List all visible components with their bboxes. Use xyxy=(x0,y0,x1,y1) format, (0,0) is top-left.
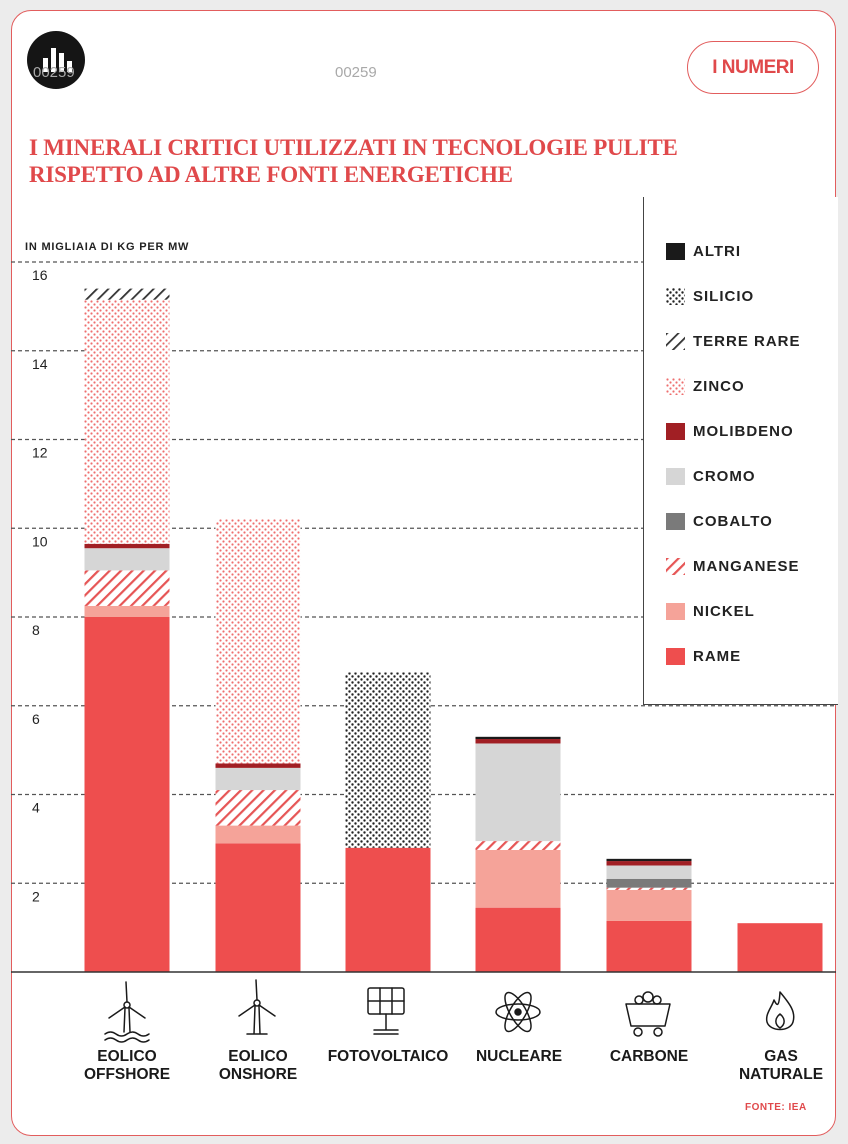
y-tick-label: 2 xyxy=(32,888,40,904)
bar-segment-cromo xyxy=(215,767,301,791)
watermark-left: 00259 xyxy=(33,64,75,81)
legend-swatch-altri xyxy=(666,242,685,260)
y-tick-label: 4 xyxy=(32,800,40,816)
bar-segment-manganese xyxy=(215,790,301,826)
coal-cart-icon xyxy=(625,991,671,1037)
legend-swatch-zinco xyxy=(666,377,685,395)
bar-segment-altri xyxy=(475,736,561,740)
bar-segment-cromo xyxy=(84,548,170,571)
legend-item-silicio: SILICIO xyxy=(666,286,754,306)
legend-swatch-rame xyxy=(666,647,685,665)
bar-segment-molibdeno xyxy=(475,739,561,744)
bar-segment-rame xyxy=(475,907,561,972)
i-numeri-badge[interactable]: I NUMERI xyxy=(687,41,819,94)
category-label-gas-naturale: GAS NATURALE xyxy=(738,1048,824,1083)
flame-icon xyxy=(765,991,795,1031)
bar-segment-cromo xyxy=(606,865,692,879)
legend-swatch-cromo xyxy=(666,467,685,485)
bar-segment-nickel xyxy=(606,889,692,921)
bar-segment-rame xyxy=(606,920,692,972)
y-tick-label: 6 xyxy=(32,711,40,727)
legend-item-manganese: MANGANESE xyxy=(666,556,800,576)
bar-segment-molibdeno xyxy=(84,543,170,549)
y-tick-label: 12 xyxy=(32,445,48,461)
legend-swatch-terre-rare xyxy=(666,332,685,350)
atom-icon xyxy=(495,991,541,1033)
watermark-center: 00259 xyxy=(335,64,377,81)
legend-item-altri: ALTRI xyxy=(666,241,741,261)
bar-segment-rame xyxy=(215,843,301,972)
legend-item-cobalto: COBALTO xyxy=(666,511,773,531)
legend-swatch-nickel xyxy=(666,602,685,620)
category-label-eolico-onshore: EOLICO ONSHORE xyxy=(218,1048,298,1083)
bar-segment-silicio xyxy=(345,672,431,848)
bar-segment-zinco xyxy=(84,299,170,544)
legend-swatch-silicio xyxy=(666,287,685,305)
bar-segment-nickel xyxy=(84,605,170,617)
category-label-nucleare: NUCLEARE xyxy=(475,1048,563,1065)
legend-item-cromo: CROMO xyxy=(666,466,756,486)
chart-title: I MINERALI CRITICI UTILIZZATI IN TECNOLO… xyxy=(29,135,678,187)
legend-item-nickel: NICKEL xyxy=(666,601,755,621)
bar-segment-cromo xyxy=(475,743,561,842)
y-tick-label: 8 xyxy=(32,622,40,638)
bar-segment-molibdeno xyxy=(215,763,301,768)
category-label-carbone: CARBONE xyxy=(609,1048,689,1065)
bar-segment-manganese xyxy=(475,841,561,850)
legend-swatch-manganese xyxy=(666,557,685,575)
bar-segment-molibdeno xyxy=(606,861,692,866)
bar-segment-zinco xyxy=(215,519,301,764)
bar-segment-manganese xyxy=(84,570,170,606)
category-label-fotovoltaico: FOTOVOLTAICO xyxy=(327,1048,449,1065)
bar-segment-altri xyxy=(606,858,692,862)
bar-segment-rame xyxy=(737,923,823,972)
source-note: FONTE: IEA xyxy=(745,1102,807,1113)
legend-swatch-cobalto xyxy=(666,512,685,530)
bar-segment-cobalto xyxy=(606,878,692,888)
y-tick-label: 16 xyxy=(32,267,48,283)
legend-item-rame: RAME xyxy=(666,646,741,666)
bar-segment-rame xyxy=(345,847,431,972)
category-label-eolico-offshore: EOLICO OFFSHORE xyxy=(83,1048,171,1083)
legend-item-molibdeno: MOLIBDENO xyxy=(666,421,794,441)
bar-segment-nickel xyxy=(215,825,301,844)
y-axis-unit-label: IN MIGLIAIA DI KG PER MW xyxy=(25,241,190,253)
chart-legend: ALTRI SILICIO TERRE RARE ZINCO MOLIBDENO… xyxy=(643,197,838,705)
legend-swatch-molibdeno xyxy=(666,422,685,440)
bar-segment-terre-rare xyxy=(84,288,170,300)
legend-item-terre-rare: TERRE RARE xyxy=(666,331,801,351)
wind-turbine-onshore-icon xyxy=(238,979,276,1035)
solar-panel-icon xyxy=(367,987,405,1035)
bar-segment-nickel xyxy=(475,849,561,908)
legend-item-zinco: ZINCO xyxy=(666,376,745,396)
bar-segment-manganese xyxy=(606,887,692,890)
y-tick-label: 10 xyxy=(32,533,48,549)
bar-segment-rame xyxy=(84,617,170,972)
wind-turbine-offshore-icon xyxy=(104,981,150,1043)
chart-logo-icon xyxy=(27,31,85,89)
y-tick-label: 14 xyxy=(32,356,48,372)
